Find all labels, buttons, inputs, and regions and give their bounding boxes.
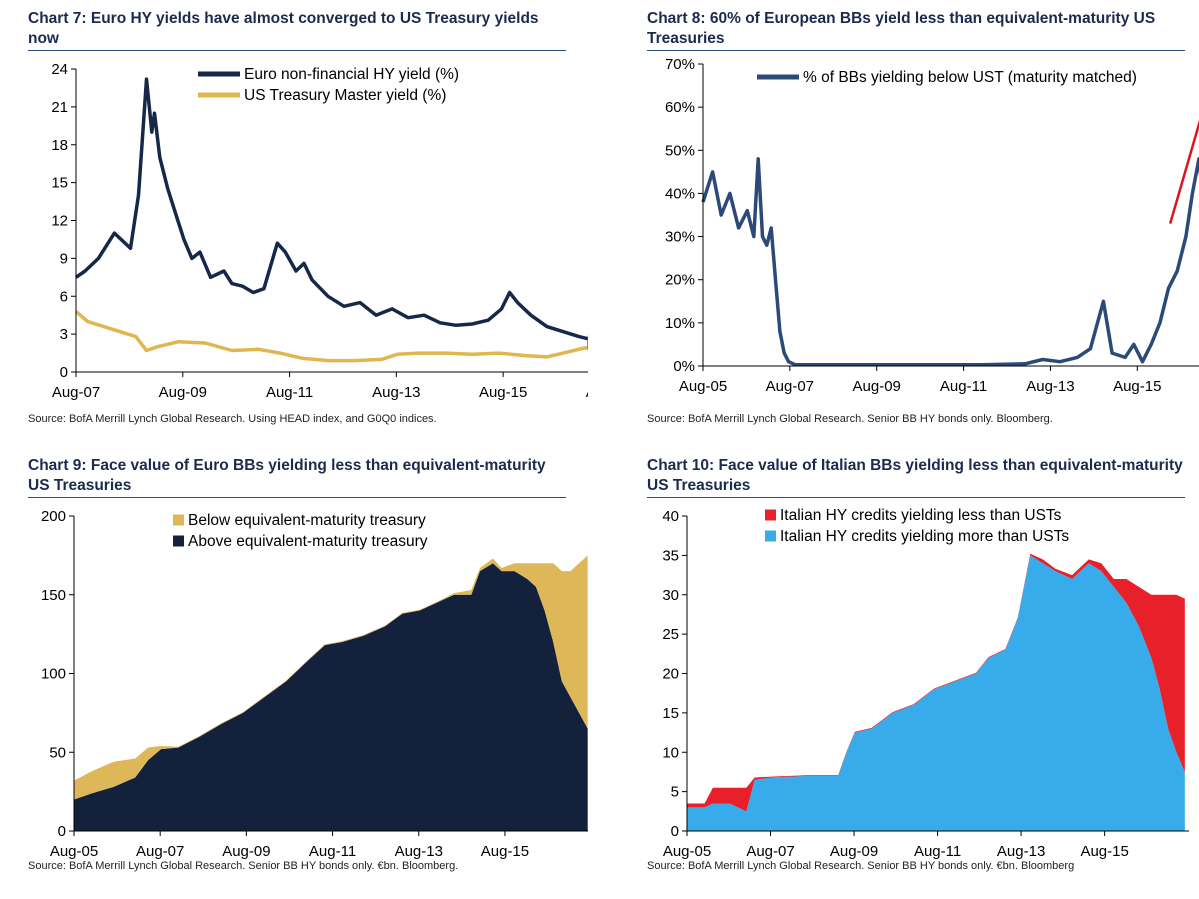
legend-label: % of BBs yielding below UST (maturity ma… xyxy=(803,69,1137,86)
x-tick-label: Aug-11 xyxy=(940,378,987,395)
x-tick-label: Aug-15 xyxy=(1080,843,1128,860)
x-tick-label: Aug-11 xyxy=(309,843,356,860)
legend-swatch xyxy=(765,530,776,542)
x-tick-label: Aug-07 xyxy=(136,843,184,860)
x-tick-label: Aug-09 xyxy=(159,384,207,401)
y-tick-label: 6 xyxy=(60,288,68,305)
x-tick-label: Aug-09 xyxy=(830,843,878,860)
x-tick-label: Aug-05 xyxy=(679,378,727,395)
line-series-0 xyxy=(701,157,1199,367)
chart-panel-8: Chart 8: 60% of European BBs yield less … xyxy=(647,9,1199,449)
legend-label: Italian HY credits yielding less than US… xyxy=(780,507,1062,524)
y-tick-label: 0 xyxy=(671,823,679,840)
y-tick-label: 200 xyxy=(41,508,66,525)
x-tick-label: Aug-15 xyxy=(1113,378,1161,395)
x-tick-label: Aug-13 xyxy=(395,843,443,860)
y-tick-label: 40 xyxy=(662,508,679,525)
y-tick-label: 5 xyxy=(671,784,679,801)
legend-label: Euro non-financial HY yield (%) xyxy=(244,66,459,83)
y-tick-label: 100 xyxy=(41,666,66,683)
area-series-1 xyxy=(74,563,588,831)
y-tick-label: 70% xyxy=(665,56,695,73)
legend-label: US Treasury Master yield (%) xyxy=(244,87,446,104)
x-tick-label: Aug-09 xyxy=(853,378,901,395)
x-tick-label: Aug-05 xyxy=(663,843,711,860)
y-tick-label: 150 xyxy=(41,587,66,604)
y-tick-label: 25 xyxy=(662,626,679,643)
y-tick-label: 20 xyxy=(662,666,679,683)
y-tick-label: 35 xyxy=(662,547,679,564)
x-tick-label: Aug-05 xyxy=(50,843,98,860)
y-tick-label: 50 xyxy=(49,744,66,761)
x-tick-label: Aug-07 xyxy=(746,843,794,860)
line-series-0 xyxy=(75,77,588,341)
x-tick-label: Aug-15 xyxy=(479,384,527,401)
x-tick-label: Aug-13 xyxy=(1026,378,1074,395)
legend-label: Above equivalent-maturity treasury xyxy=(188,533,428,550)
x-tick-label: Aug-13 xyxy=(372,384,420,401)
chart-source: Source: BofA Merrill Lynch Global Resear… xyxy=(28,860,459,872)
y-tick-label: 3 xyxy=(60,326,68,343)
x-tick-label: Aug-13 xyxy=(997,843,1045,860)
x-tick-label: Aug-15 xyxy=(481,843,529,860)
y-tick-label: 0 xyxy=(58,823,66,840)
y-tick-label: 15 xyxy=(51,175,68,192)
chart-panel-10: Chart 10: Face value of Italian BBs yiel… xyxy=(647,456,1199,896)
chart-title: Chart 9: Face value of Euro BBs yielding… xyxy=(28,456,566,498)
y-tick-label: 24 xyxy=(51,61,68,78)
y-tick-label: 10 xyxy=(662,744,679,761)
x-tick-label: Aug-09 xyxy=(222,843,270,860)
legend-swatch xyxy=(757,74,799,80)
x-tick-label: Aug-07 xyxy=(52,384,100,401)
y-tick-label: 18 xyxy=(51,137,68,154)
y-tick-label: 0% xyxy=(673,358,695,375)
legend-swatch xyxy=(198,71,240,77)
x-tick-label: Aug-11 xyxy=(266,384,313,401)
legend-swatch xyxy=(173,514,184,526)
y-tick-label: 12 xyxy=(51,213,68,230)
y-tick-label: 30 xyxy=(662,587,679,604)
y-tick-label: 0 xyxy=(60,364,68,381)
x-tick-label: Aug-17 xyxy=(586,384,588,401)
legend-label: Italian HY credits yielding more than US… xyxy=(780,528,1069,545)
chart-title: Chart 7: Euro HY yields have almost conv… xyxy=(28,9,566,51)
chart-title: Chart 10: Face value of Italian BBs yiel… xyxy=(647,456,1185,498)
y-tick-label: 20% xyxy=(665,272,695,289)
y-tick-label: 15 xyxy=(662,705,679,722)
area-series-0 xyxy=(74,555,588,800)
legend-swatch xyxy=(173,535,184,547)
chart-title: Chart 8: 60% of European BBs yield less … xyxy=(647,9,1185,51)
y-tick-label: 21 xyxy=(51,99,68,116)
chart-plot: 0 3 6 9 12 15 18 21 24 Aug-07 Aug-09 Aug-11 Aug-13 Au… xyxy=(51,61,588,401)
chart-source: Source: BofA Merrill Lynch Global Resear… xyxy=(28,413,437,425)
area-series-1 xyxy=(687,555,1185,831)
y-tick-label: 50% xyxy=(665,142,695,159)
chart-panel-7: Chart 7: Euro HY yields have almost conv… xyxy=(28,9,588,449)
x-tick-label: Aug-07 xyxy=(766,378,814,395)
chart-source: Source: BofA Merrill Lynch Global Resear… xyxy=(647,860,1075,872)
trend-arrow xyxy=(1168,119,1199,224)
y-tick-label: 10% xyxy=(665,315,695,332)
chart-plot: 0 50 100 150 200 Aug-05 Aug-07 Aug-09 Aug-11 Aug-… xyxy=(41,508,588,860)
legend-swatch xyxy=(765,509,776,521)
chart-panel-9: Chart 9: Face value of Euro BBs yielding… xyxy=(28,456,588,896)
chart-source: Source: BofA Merrill Lynch Global Resear… xyxy=(647,413,1053,425)
legend-swatch xyxy=(198,92,240,98)
y-tick-label: 40% xyxy=(665,185,695,202)
y-tick-label: 30% xyxy=(665,229,695,246)
legend-label: Below equivalent-maturity treasury xyxy=(188,512,426,529)
x-tick-label: Aug-11 xyxy=(914,843,961,860)
chart-plot: 0% 10% 20% 30% 40% 50% 60% 70% Aug-05 Aug-07 Aug-0… xyxy=(665,56,1199,395)
y-tick-label: 9 xyxy=(60,250,68,267)
line-series-1 xyxy=(74,310,588,363)
chart-plot: 0 5 10 15 20 25 30 35 40 Aug-05 Aug-07 Aug-09 Aug-11… xyxy=(662,507,1189,860)
y-tick-label: 60% xyxy=(665,99,695,116)
